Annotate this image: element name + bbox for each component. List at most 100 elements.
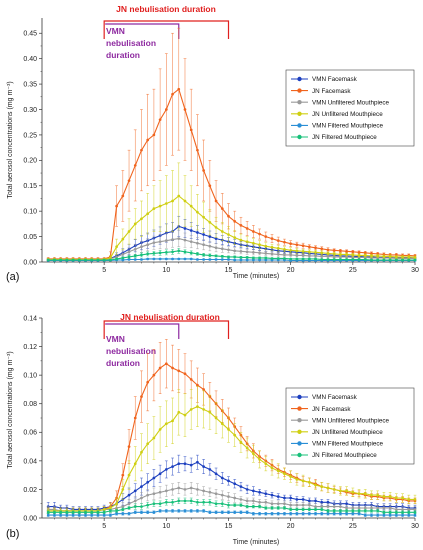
data-point xyxy=(171,366,174,370)
data-point xyxy=(177,194,181,198)
panel-a-label: (a) xyxy=(6,271,19,283)
data-point xyxy=(351,490,355,494)
data-point xyxy=(314,483,317,487)
data-point xyxy=(121,512,125,516)
data-point xyxy=(220,207,224,210)
data-point xyxy=(233,503,237,507)
data-point xyxy=(320,247,324,251)
data-point xyxy=(332,512,336,516)
data-point xyxy=(301,503,305,507)
data-point xyxy=(233,219,237,223)
data-point xyxy=(370,258,373,262)
data-point xyxy=(258,232,261,236)
data-point xyxy=(146,138,150,142)
data-point xyxy=(158,366,162,370)
data-point xyxy=(177,499,181,503)
data-point xyxy=(413,513,417,517)
panel-a-ytick-label: 0.00 xyxy=(23,259,37,266)
data-point xyxy=(146,442,150,446)
data-point xyxy=(283,240,286,244)
data-point xyxy=(270,466,274,470)
data-point xyxy=(177,249,181,253)
data-point xyxy=(121,488,125,491)
legend-swatch-marker xyxy=(297,111,302,117)
data-point xyxy=(214,416,218,420)
panel-a-series-jn-filtered-mouthpiece xyxy=(46,247,417,262)
data-point xyxy=(146,243,150,247)
data-point xyxy=(220,255,224,258)
data-point xyxy=(252,256,255,260)
data-point xyxy=(376,258,380,262)
data-point xyxy=(320,251,324,255)
data-point xyxy=(276,506,280,510)
data-point xyxy=(252,452,255,456)
panel-b-ytick-label: 0.04 xyxy=(23,458,37,465)
data-point xyxy=(189,204,193,208)
data-point xyxy=(96,258,100,262)
data-point xyxy=(382,255,386,258)
data-point xyxy=(121,194,125,198)
data-point xyxy=(146,380,150,384)
data-point xyxy=(233,249,237,253)
data-point xyxy=(370,513,373,517)
data-point xyxy=(239,224,243,227)
data-point xyxy=(233,236,237,239)
data-point xyxy=(189,229,193,232)
data-point xyxy=(121,258,125,262)
data-point xyxy=(214,492,218,496)
panel-b-xtick-label: 5 xyxy=(102,523,106,530)
data-point xyxy=(133,462,137,466)
data-point xyxy=(208,500,212,504)
data-point xyxy=(196,405,199,408)
panel-b-ytick-label: 0.08 xyxy=(23,401,37,408)
data-point xyxy=(301,254,305,257)
data-point xyxy=(115,204,118,208)
data-point xyxy=(252,230,255,233)
data-point xyxy=(407,508,411,511)
data-point xyxy=(326,505,330,508)
data-point xyxy=(363,513,367,517)
data-point xyxy=(202,243,205,247)
data-point xyxy=(121,253,125,256)
panel-a-xtick-label: 20 xyxy=(287,267,295,274)
data-point xyxy=(208,221,212,224)
data-point xyxy=(146,510,150,514)
data-point xyxy=(133,258,137,261)
data-point xyxy=(158,204,162,208)
data-point xyxy=(233,433,237,437)
data-point xyxy=(320,505,324,508)
data-point xyxy=(357,492,361,496)
data-point xyxy=(363,506,367,510)
data-point xyxy=(382,506,386,510)
data-point xyxy=(339,505,342,508)
data-point xyxy=(115,245,118,249)
data-point xyxy=(227,510,230,514)
data-point xyxy=(196,210,199,214)
data-point xyxy=(326,512,330,516)
data-point xyxy=(202,169,205,172)
data-point xyxy=(395,496,398,500)
data-point xyxy=(146,493,150,497)
data-point xyxy=(239,440,243,444)
data-point xyxy=(258,490,261,494)
data-point xyxy=(270,252,274,256)
data-point xyxy=(283,496,286,500)
data-point xyxy=(77,510,81,514)
data-point xyxy=(301,249,305,253)
legend-swatch-marker xyxy=(297,123,302,128)
data-point xyxy=(233,482,237,486)
data-point xyxy=(152,510,156,514)
data-point xyxy=(121,256,125,260)
panel-a-ylabel: Total aerosol concentrations (mg m⁻³) xyxy=(7,81,14,198)
panel-b-plot: 0.00 0.02 0.04 0.06 0.08 0.10 0.12 0.14 5 10 15 20 2… xyxy=(23,315,419,530)
panel-a-xtick-label: 30 xyxy=(411,267,419,274)
data-point xyxy=(276,512,280,516)
data-point xyxy=(146,480,150,484)
panel-b-ylabel: Total aerosol concentrations (mg m⁻³) xyxy=(7,351,14,468)
data-point xyxy=(140,510,143,514)
data-point xyxy=(307,512,311,516)
data-point xyxy=(140,450,143,454)
data-point xyxy=(214,258,218,261)
data-point xyxy=(46,258,50,262)
data-point xyxy=(351,258,355,261)
